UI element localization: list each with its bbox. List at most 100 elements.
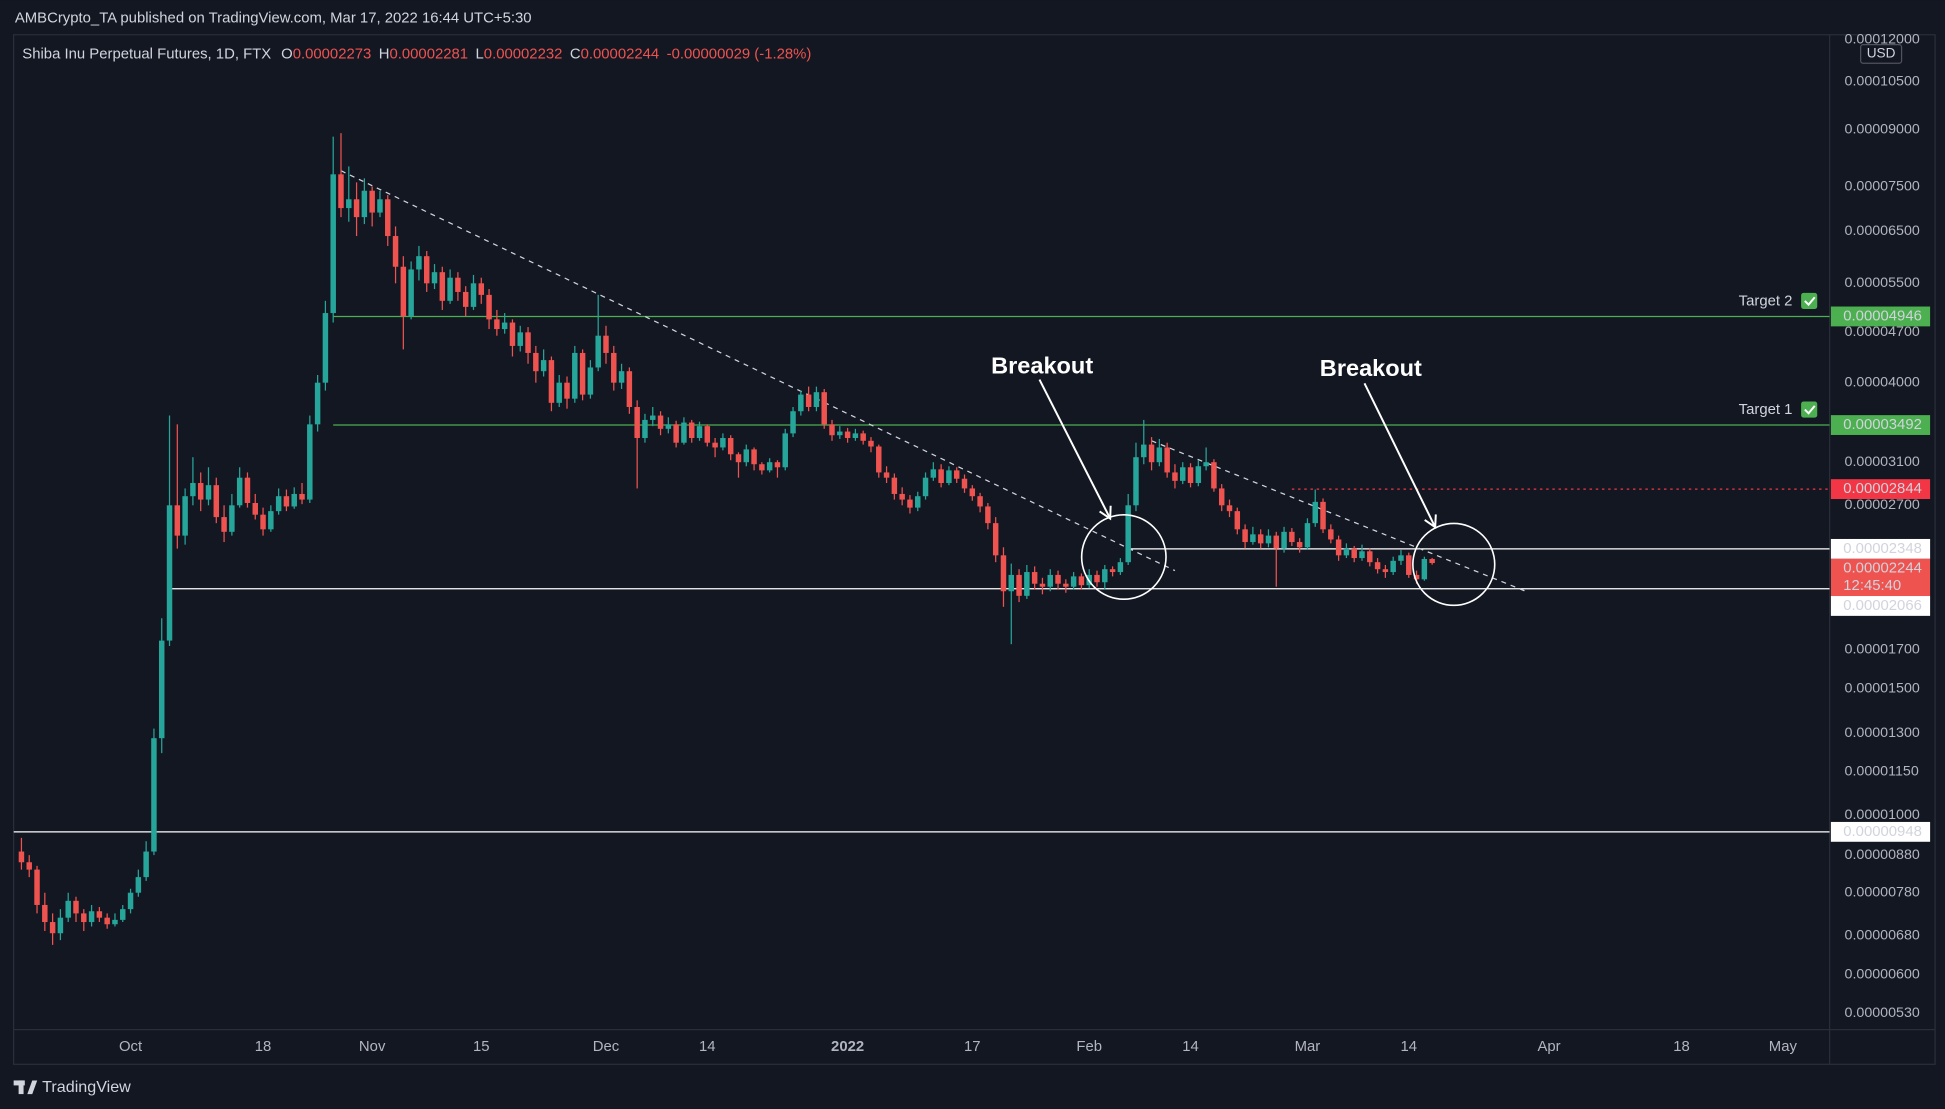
candle-body xyxy=(1039,583,1046,587)
candle-body xyxy=(1094,574,1100,583)
candle-body xyxy=(1257,534,1264,544)
ohlc-key: C xyxy=(570,47,581,63)
logo-part xyxy=(18,1080,24,1095)
candle-body xyxy=(782,433,788,468)
candle-body xyxy=(307,424,313,500)
y-tick-label: 0.00009000 xyxy=(1845,121,1920,137)
candle-body xyxy=(1335,539,1342,556)
candle-body xyxy=(1406,555,1412,575)
candle-body xyxy=(455,277,461,292)
candle-body xyxy=(899,493,905,500)
y-tick-label: 0.00001700 xyxy=(1845,641,1920,657)
candle-body xyxy=(377,199,383,213)
candle-body xyxy=(1320,501,1326,530)
candle-body xyxy=(96,911,103,918)
frame xyxy=(13,34,1936,1065)
candle-body xyxy=(891,477,898,494)
candle-body xyxy=(462,291,469,307)
candle-body xyxy=(408,269,414,317)
candle-body xyxy=(868,440,874,447)
candle-body xyxy=(579,352,586,395)
candle-body xyxy=(1312,501,1318,524)
candle-body xyxy=(353,199,360,218)
candle-body xyxy=(135,877,142,893)
candle-body xyxy=(517,332,523,346)
candle-body xyxy=(572,352,578,399)
price-label: 0.00003492 xyxy=(1843,417,1922,433)
candle-body xyxy=(626,371,633,408)
candle-body xyxy=(821,392,827,425)
candle-body xyxy=(1203,462,1209,467)
candle-body xyxy=(876,446,882,473)
candle-body xyxy=(657,415,664,429)
candle-body xyxy=(1102,569,1108,583)
y-tick-label: 0.00004700 xyxy=(1845,324,1920,340)
currency-badge xyxy=(1860,44,1903,64)
candle-body xyxy=(1304,523,1311,548)
y-tick-label: 0.00001150 xyxy=(1845,763,1919,779)
trendline xyxy=(1151,440,1526,592)
price-label: 0.00002066 xyxy=(1843,598,1922,614)
price-label: 0.00002844 xyxy=(1843,481,1922,497)
candle-body xyxy=(1180,467,1186,481)
change: -0.00000029 (-1.28%) xyxy=(667,47,812,63)
candle-body xyxy=(548,360,555,403)
price-axis: 0.00012000 0.00010500 0.00009000 0.00007500… xyxy=(1830,32,1931,1021)
price-label-box xyxy=(1830,538,1931,559)
ohlc-value: 0.00002273 xyxy=(293,47,372,63)
x-tick-label: 2022 xyxy=(831,1039,864,1055)
candle-body xyxy=(1429,559,1435,564)
candle-body xyxy=(65,900,71,918)
x-tick-label: Apr xyxy=(1537,1039,1560,1055)
candle-body xyxy=(1078,576,1085,586)
y-tick-label: 0.00006500 xyxy=(1845,223,1920,239)
candle-body xyxy=(844,431,851,439)
candle-body xyxy=(946,470,952,484)
candle-body xyxy=(49,922,56,934)
price-label: 0.00004946 xyxy=(1843,308,1922,324)
candle-body xyxy=(883,472,890,478)
plot-area xyxy=(13,133,1830,945)
y-tick-label: 0.00004000 xyxy=(1845,374,1920,390)
candle-body xyxy=(151,738,157,852)
candle-body xyxy=(299,493,305,500)
y-tick-label: 0.00000600 xyxy=(1845,966,1920,982)
price-label: 0.00000948 xyxy=(1843,824,1922,840)
candle-body xyxy=(930,469,937,478)
ohlc-value: 0.00002281 xyxy=(389,47,468,63)
candle-body xyxy=(1063,583,1069,587)
candle-body xyxy=(720,438,726,448)
brand-logo xyxy=(13,1080,38,1095)
price-label-box xyxy=(1830,821,1931,842)
y-tick-label: 0.00003100 xyxy=(1845,454,1920,470)
candle-body xyxy=(977,496,983,507)
candle-body xyxy=(1172,472,1178,481)
candle-body xyxy=(712,442,718,448)
candle-body xyxy=(1413,574,1420,580)
candle-body xyxy=(42,904,48,923)
candle-body xyxy=(922,477,929,497)
candle-body xyxy=(385,199,391,237)
candle-body xyxy=(330,174,336,314)
candle-body xyxy=(1070,576,1077,587)
candle-body xyxy=(1250,534,1256,543)
candle-body xyxy=(260,514,266,530)
x-tick-label: 15 xyxy=(473,1039,490,1055)
candle-body xyxy=(595,335,601,368)
candle-body xyxy=(470,283,477,307)
candle-body xyxy=(642,419,648,439)
candle-body xyxy=(1164,447,1170,473)
brand: TradingView xyxy=(42,1078,131,1096)
check-mark xyxy=(1804,405,1816,415)
candle-body xyxy=(1374,562,1381,570)
candle-body xyxy=(244,477,251,504)
x-tick-label: 14 xyxy=(699,1039,716,1055)
currency: USD xyxy=(1867,46,1896,61)
candle-body xyxy=(1000,555,1007,592)
candle-body xyxy=(291,493,297,507)
candle-body xyxy=(1047,574,1053,587)
candle-body xyxy=(221,517,227,532)
candle-body xyxy=(751,449,757,465)
check-box xyxy=(1801,401,1818,418)
